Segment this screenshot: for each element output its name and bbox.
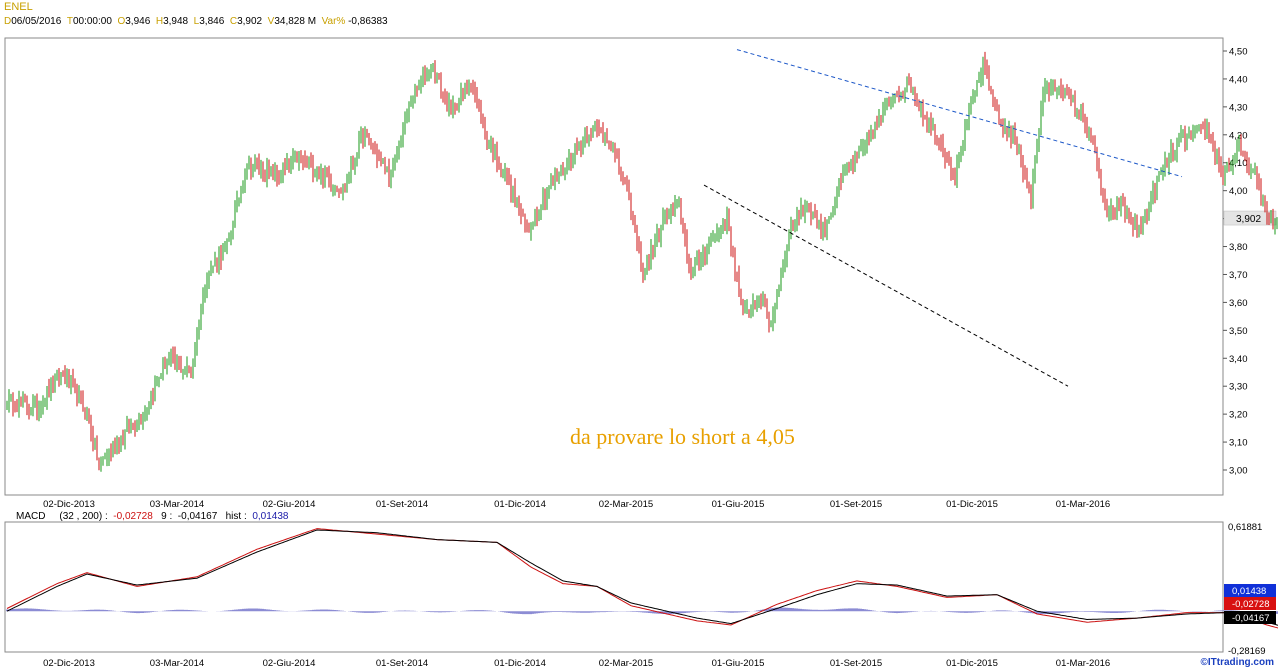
y-tick-label: 4,50 xyxy=(1229,47,1248,58)
x-tick-label: 02-Giu-2014 xyxy=(263,499,316,510)
volume-key: V xyxy=(267,16,275,27)
macd-line xyxy=(6,528,1278,629)
y-tick-label: 4,10 xyxy=(1229,158,1248,169)
upper-trendline xyxy=(736,49,1183,178)
macd-value-box xyxy=(1224,597,1276,610)
x-tick-label: 01-Set-2014 xyxy=(376,499,428,510)
x-tick-label: 01-Giu-2015 xyxy=(712,499,765,510)
macd-panel-frame xyxy=(4,521,1224,653)
y-tick-label: 3,70 xyxy=(1229,270,1248,281)
ohlc-header: D06/05/2016 T00:00:00 O3,946 H3,948 L3,8… xyxy=(4,16,388,27)
macd-value-box xyxy=(1224,611,1276,624)
x-tick-label: 01-Dic-2015 xyxy=(946,499,998,510)
y-tick-label: 3,80 xyxy=(1229,242,1248,253)
y-tick-label: 3,10 xyxy=(1229,438,1248,449)
macd-y-tick-label: -0,28169 xyxy=(1228,646,1266,657)
annotation-text: da provare lo short a 4,05 xyxy=(570,424,795,449)
signal-key: 9 : xyxy=(161,511,173,522)
x-tick-label: 02-Mar-2015 xyxy=(599,499,653,510)
macd-x-tick-label: 01-Mar-2016 xyxy=(1056,658,1110,668)
last-price-box xyxy=(1223,210,1277,226)
macd-x-tick-label: 01-Dic-2014 xyxy=(494,658,546,668)
date-key: D xyxy=(4,16,12,27)
high-key: H xyxy=(155,16,164,27)
macd-value-box xyxy=(1224,584,1276,597)
price-panel-frame xyxy=(4,37,1224,496)
x-tick-label: 01-Mar-2016 xyxy=(1056,499,1110,510)
hist-value: 0,01438 xyxy=(252,511,289,522)
lower-trendline xyxy=(703,184,1069,387)
y-tick-label: 4,20 xyxy=(1229,130,1248,141)
watermark: ©ITtrading.com xyxy=(1200,657,1274,668)
var-value: -0,86383 xyxy=(348,16,388,27)
var-key: Var% xyxy=(321,16,346,27)
x-tick-label: 01-Set-2015 xyxy=(830,499,882,510)
close-value: 3,902 xyxy=(237,16,263,27)
signal-line xyxy=(6,529,1278,626)
low-key: L xyxy=(193,16,200,27)
macd-x-tick-label: 01-Set-2015 xyxy=(830,658,882,668)
macd-x-tick-label: 01-Set-2014 xyxy=(376,658,428,668)
macd-params: (32 , 200) : xyxy=(59,511,108,522)
date-value: 06/05/2016 xyxy=(11,16,62,27)
macd-y-tick-label: 0,61881 xyxy=(1228,522,1262,533)
y-tick-label: 4,40 xyxy=(1229,74,1248,85)
y-tick-label: 3,60 xyxy=(1229,298,1248,309)
macd-value-label: -0,02728 xyxy=(1232,599,1270,610)
macd-x-tick-label: 02-Dic-2013 xyxy=(43,658,95,668)
symbol-name: ENEL xyxy=(4,1,33,13)
x-tick-label: 02-Dic-2013 xyxy=(43,499,95,510)
time-key: T xyxy=(66,16,73,27)
macd-value: -0,02728 xyxy=(113,511,153,522)
y-tick-label: 3,50 xyxy=(1229,326,1248,337)
macd-x-tick-label: 01-Giu-2015 xyxy=(712,658,765,668)
time-value: 00:00:00 xyxy=(72,16,112,27)
macd-x-tick-label: 02-Giu-2014 xyxy=(263,658,316,668)
macd-x-tick-label: 01-Dic-2015 xyxy=(946,658,998,668)
signal-value: -0,04167 xyxy=(177,511,218,522)
low-value: 3,846 xyxy=(199,16,225,27)
last-price-label: 3,902 xyxy=(1236,214,1261,225)
x-tick-label: 03-Mar-2014 xyxy=(150,499,204,510)
macd-x-tick-label: 02-Mar-2015 xyxy=(599,658,653,668)
x-tick-label: 01-Dic-2014 xyxy=(494,499,546,510)
high-value: 3,948 xyxy=(163,16,189,27)
macd-header: MACD (32 , 200) : -0,02728 9 : -0,04167 … xyxy=(16,511,288,522)
macd-name: MACD xyxy=(16,511,46,522)
y-tick-label: 4,30 xyxy=(1229,102,1248,113)
y-tick-label: 3,30 xyxy=(1229,382,1248,393)
y-tick-label: 3,40 xyxy=(1229,354,1248,365)
macd-value-label: -0,04167 xyxy=(1232,613,1270,624)
macd-value-label: 0,01438 xyxy=(1232,586,1266,597)
hist-key: hist : xyxy=(225,511,247,522)
volume-value: 34,828 M xyxy=(274,16,317,27)
y-tick-label: 3,00 xyxy=(1229,466,1248,477)
macd-x-tick-label: 03-Mar-2014 xyxy=(150,658,204,668)
symbol-title: ENEL xyxy=(4,1,33,13)
y-tick-label: 3,20 xyxy=(1229,410,1248,421)
close-key: C xyxy=(229,16,238,27)
open-value: 3,946 xyxy=(125,16,151,27)
y-tick-label: 4,00 xyxy=(1229,186,1248,197)
open-key: O xyxy=(117,16,126,27)
